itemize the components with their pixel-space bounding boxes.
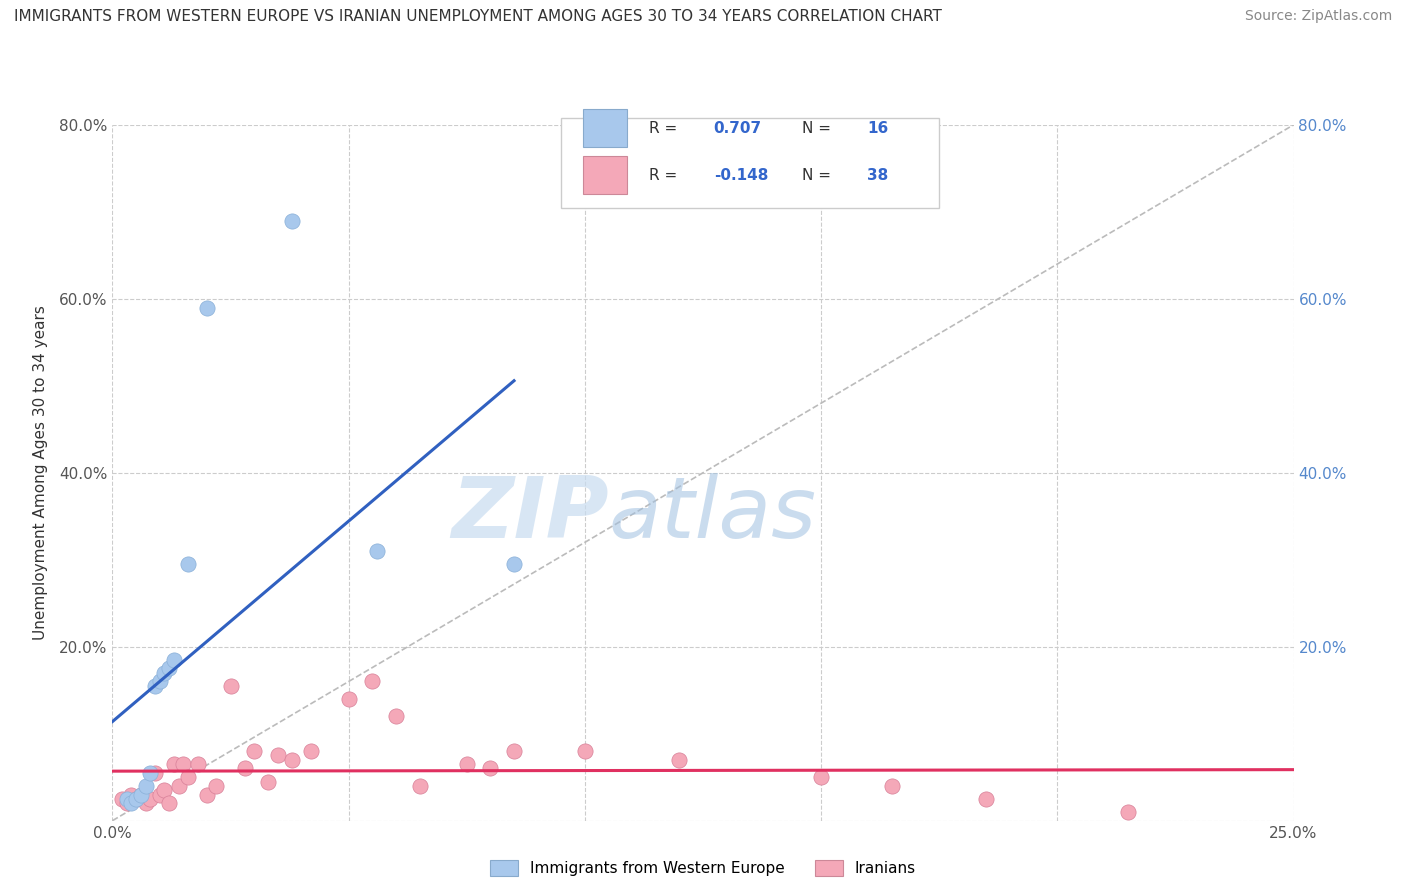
- Point: [125, 792, 148, 806]
- Point: [153, 665, 176, 680]
- Legend: Immigrants from Western Europe, Iranians: Immigrants from Western Europe, Iranians: [484, 855, 922, 882]
- Point: [574, 744, 596, 758]
- Point: [205, 779, 228, 793]
- Point: [299, 744, 322, 758]
- Point: [257, 774, 280, 789]
- Text: 38: 38: [868, 168, 889, 183]
- Point: [143, 679, 166, 693]
- Point: [177, 557, 200, 571]
- Point: [233, 761, 256, 775]
- Bar: [582, 156, 627, 194]
- Text: ZIP: ZIP: [451, 473, 609, 556]
- Point: [195, 788, 218, 802]
- Point: [129, 788, 152, 802]
- Point: [267, 748, 290, 763]
- Point: [177, 770, 200, 784]
- Point: [337, 692, 360, 706]
- Point: [115, 792, 138, 806]
- Point: [503, 557, 526, 571]
- Point: [456, 757, 478, 772]
- Point: [163, 757, 186, 772]
- Point: [810, 770, 832, 784]
- Point: [120, 788, 142, 802]
- Point: [157, 796, 180, 810]
- Text: atlas: atlas: [609, 473, 817, 556]
- Point: [219, 679, 242, 693]
- Point: [361, 674, 384, 689]
- Text: Source: ZipAtlas.com: Source: ZipAtlas.com: [1244, 9, 1392, 23]
- Point: [139, 792, 162, 806]
- Point: [135, 779, 157, 793]
- Point: [186, 757, 208, 772]
- Text: -0.148: -0.148: [714, 168, 768, 183]
- Point: [125, 792, 148, 806]
- Point: [149, 674, 172, 689]
- Point: [120, 796, 142, 810]
- Point: [143, 765, 166, 780]
- Point: [976, 792, 998, 806]
- Point: [668, 753, 690, 767]
- Point: [115, 796, 138, 810]
- Text: N =: N =: [803, 168, 837, 183]
- Point: [157, 661, 180, 675]
- Text: N =: N =: [803, 120, 837, 136]
- Point: [281, 213, 304, 227]
- Point: [503, 744, 526, 758]
- Point: [167, 779, 190, 793]
- Point: [163, 653, 186, 667]
- Point: [149, 788, 172, 802]
- Point: [1116, 805, 1139, 819]
- Point: [195, 301, 218, 315]
- Bar: [582, 109, 627, 147]
- Point: [366, 544, 388, 558]
- Point: [408, 779, 430, 793]
- Point: [153, 783, 176, 797]
- Point: [111, 792, 134, 806]
- Text: R =: R =: [648, 120, 682, 136]
- Text: R =: R =: [648, 168, 682, 183]
- Text: 16: 16: [868, 120, 889, 136]
- Point: [129, 788, 152, 802]
- Point: [135, 796, 157, 810]
- Text: 0.707: 0.707: [714, 120, 762, 136]
- Point: [172, 757, 194, 772]
- Bar: [561, 118, 939, 209]
- Y-axis label: Unemployment Among Ages 30 to 34 years: Unemployment Among Ages 30 to 34 years: [32, 305, 48, 640]
- Point: [281, 753, 304, 767]
- Point: [243, 744, 266, 758]
- Point: [385, 709, 408, 723]
- Point: [880, 779, 903, 793]
- Point: [139, 765, 162, 780]
- Point: [479, 761, 502, 775]
- Text: IMMIGRANTS FROM WESTERN EUROPE VS IRANIAN UNEMPLOYMENT AMONG AGES 30 TO 34 YEARS: IMMIGRANTS FROM WESTERN EUROPE VS IRANIA…: [14, 9, 942, 24]
